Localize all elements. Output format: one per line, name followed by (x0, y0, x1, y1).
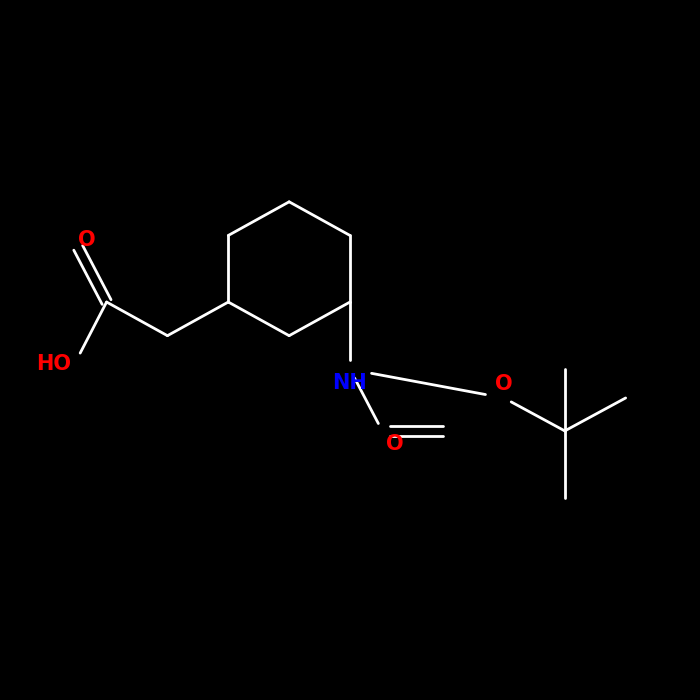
Text: HO: HO (36, 354, 71, 374)
Text: O: O (495, 374, 512, 394)
Text: NH: NH (332, 373, 368, 393)
Text: O: O (386, 435, 403, 454)
Text: O: O (78, 230, 96, 251)
